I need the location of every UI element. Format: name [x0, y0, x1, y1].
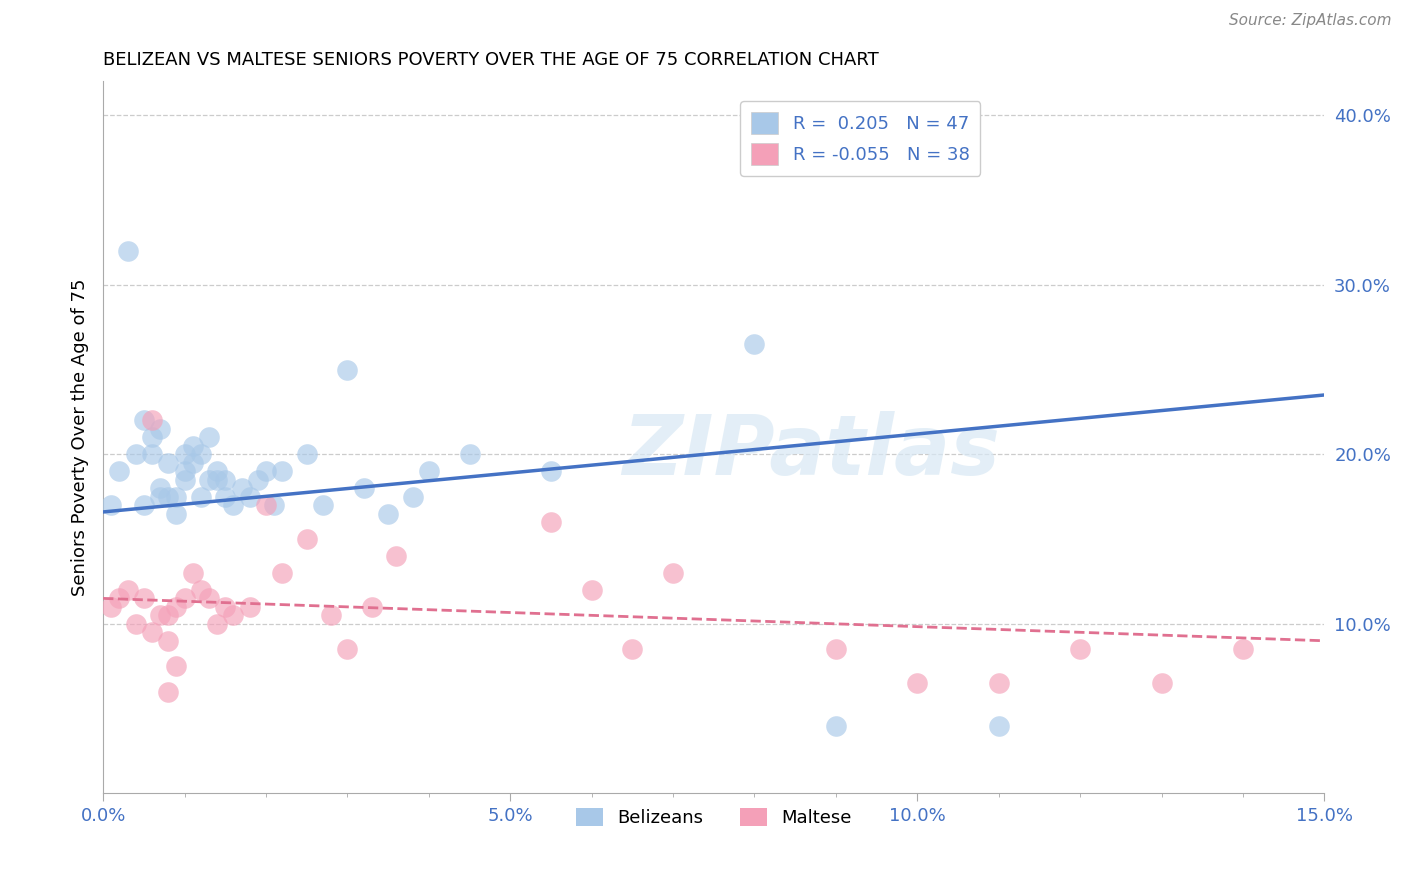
- Point: [165, 659, 187, 673]
- Point: [744, 337, 766, 351]
- Point: [198, 430, 221, 444]
- Point: [100, 599, 122, 614]
- Point: [132, 591, 155, 606]
- Point: [336, 362, 359, 376]
- Point: [239, 599, 262, 614]
- Point: [141, 625, 163, 640]
- Point: [190, 490, 212, 504]
- Point: [173, 447, 195, 461]
- Point: [205, 464, 228, 478]
- Point: [621, 642, 644, 657]
- Point: [662, 566, 685, 580]
- Point: [231, 481, 253, 495]
- Point: [157, 456, 180, 470]
- Text: BELIZEAN VS MALTESE SENIORS POVERTY OVER THE AGE OF 75 CORRELATION CHART: BELIZEAN VS MALTESE SENIORS POVERTY OVER…: [103, 51, 879, 69]
- Point: [825, 718, 848, 732]
- Point: [905, 676, 928, 690]
- Point: [385, 549, 408, 563]
- Point: [132, 498, 155, 512]
- Point: [173, 591, 195, 606]
- Point: [132, 413, 155, 427]
- Point: [987, 718, 1010, 732]
- Point: [1150, 676, 1173, 690]
- Point: [108, 591, 131, 606]
- Point: [401, 490, 423, 504]
- Point: [157, 633, 180, 648]
- Point: [319, 608, 342, 623]
- Point: [198, 591, 221, 606]
- Point: [312, 498, 335, 512]
- Point: [336, 642, 359, 657]
- Point: [254, 464, 277, 478]
- Point: [157, 684, 180, 698]
- Point: [149, 422, 172, 436]
- Point: [271, 566, 294, 580]
- Point: [246, 473, 269, 487]
- Point: [353, 481, 375, 495]
- Point: [987, 676, 1010, 690]
- Text: Source: ZipAtlas.com: Source: ZipAtlas.com: [1229, 13, 1392, 29]
- Point: [100, 498, 122, 512]
- Point: [271, 464, 294, 478]
- Point: [141, 413, 163, 427]
- Point: [125, 447, 148, 461]
- Point: [458, 447, 481, 461]
- Point: [239, 490, 262, 504]
- Point: [1232, 642, 1254, 657]
- Point: [205, 616, 228, 631]
- Text: ZIPatlas: ZIPatlas: [623, 411, 1001, 492]
- Point: [263, 498, 285, 512]
- Point: [190, 582, 212, 597]
- Point: [181, 566, 204, 580]
- Point: [214, 473, 236, 487]
- Point: [165, 490, 187, 504]
- Point: [108, 464, 131, 478]
- Point: [214, 490, 236, 504]
- Point: [222, 608, 245, 623]
- Point: [181, 439, 204, 453]
- Point: [1069, 642, 1091, 657]
- Point: [165, 599, 187, 614]
- Point: [540, 464, 562, 478]
- Point: [205, 473, 228, 487]
- Point: [198, 473, 221, 487]
- Point: [254, 498, 277, 512]
- Point: [295, 447, 318, 461]
- Point: [149, 490, 172, 504]
- Point: [117, 244, 139, 258]
- Y-axis label: Seniors Poverty Over the Age of 75: Seniors Poverty Over the Age of 75: [72, 278, 89, 596]
- Point: [418, 464, 440, 478]
- Point: [117, 582, 139, 597]
- Point: [190, 447, 212, 461]
- Point: [157, 608, 180, 623]
- Point: [222, 498, 245, 512]
- Point: [825, 642, 848, 657]
- Point: [165, 507, 187, 521]
- Point: [360, 599, 382, 614]
- Point: [377, 507, 399, 521]
- Point: [540, 515, 562, 529]
- Point: [141, 430, 163, 444]
- Point: [295, 532, 318, 546]
- Legend: Belizeans, Maltese: Belizeans, Maltese: [569, 800, 859, 834]
- Point: [181, 456, 204, 470]
- Point: [149, 481, 172, 495]
- Point: [125, 616, 148, 631]
- Point: [581, 582, 603, 597]
- Point: [141, 447, 163, 461]
- Point: [149, 608, 172, 623]
- Point: [157, 490, 180, 504]
- Point: [214, 599, 236, 614]
- Point: [173, 473, 195, 487]
- Point: [173, 464, 195, 478]
